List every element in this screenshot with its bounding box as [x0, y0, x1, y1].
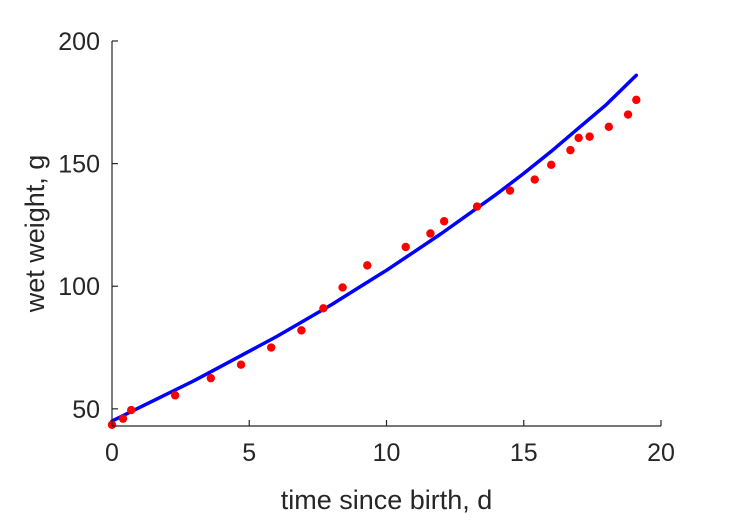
data-point	[530, 175, 539, 184]
data-point	[472, 202, 482, 211]
data-point	[363, 261, 372, 270]
data-point	[439, 217, 449, 226]
data-point	[505, 186, 515, 195]
data-point	[118, 414, 128, 423]
data-point	[297, 326, 306, 335]
x-axis-label: time since birth, d	[281, 485, 493, 515]
data-point	[338, 283, 347, 292]
x-tick-label: 0	[105, 439, 119, 467]
axes	[111, 41, 661, 427]
data-point	[574, 133, 583, 143]
y-tick-label: 200	[58, 28, 100, 56]
y-axis-label: wet weight, g	[20, 155, 50, 314]
y-tick-label: 50	[72, 396, 100, 424]
data-point	[566, 145, 575, 155]
data-point	[604, 122, 614, 132]
data-point	[426, 229, 435, 238]
data-point	[170, 391, 180, 400]
x-tick-label: 10	[373, 439, 401, 467]
data-point	[547, 160, 556, 170]
y-tick-label: 150	[58, 151, 100, 179]
fit-curve	[110, 73, 639, 423]
data-point	[585, 132, 594, 141]
x-tick-label: 15	[510, 439, 538, 467]
data-point	[206, 373, 216, 383]
data-point	[401, 242, 410, 252]
plot-area	[107, 73, 641, 429]
y-axis-ticks: 50 100 150 200	[58, 28, 118, 424]
data-point	[267, 343, 276, 352]
data-point	[623, 110, 633, 119]
data-point	[127, 405, 136, 415]
data-point	[319, 304, 328, 313]
data-point	[236, 360, 246, 369]
x-tick-label: 20	[647, 439, 675, 467]
x-axis-ticks: 0 5 10 15 20	[105, 420, 675, 467]
x-tick-label: 5	[242, 439, 256, 467]
y-tick-label: 100	[58, 273, 100, 301]
data-point	[632, 95, 641, 105]
